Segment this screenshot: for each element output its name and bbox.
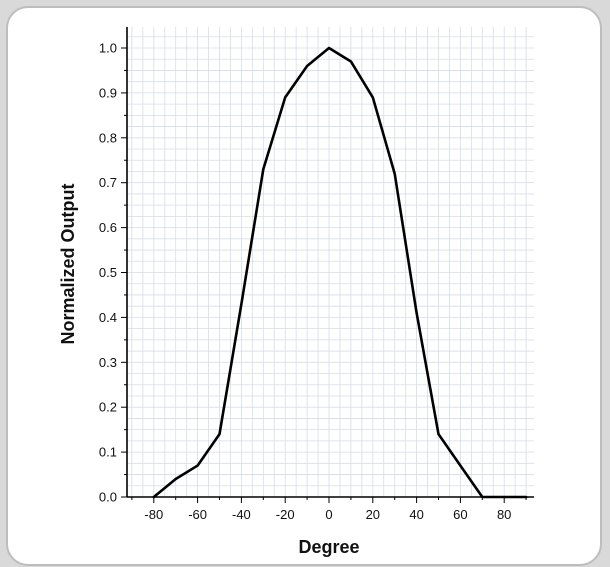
series-group	[152, 46, 528, 499]
y-tick-label: 0.5	[99, 265, 117, 280]
y-tick-label: 0.2	[99, 400, 117, 415]
y-tick-label: 0.1	[99, 445, 117, 460]
x-tick-label: 60	[453, 507, 467, 522]
series-line	[152, 46, 528, 499]
y-axis-ticks: 0.0 0.1 0.2 0.3 0.4 0.5 0.6 0.7 0.8 0.9 1.0	[99, 41, 127, 505]
y-tick-label: 0.7	[99, 175, 117, 190]
y-tick-label: 0.0	[99, 490, 117, 505]
y-tick-label: 0.9	[99, 85, 117, 100]
y-tick-label: 0.6	[99, 220, 117, 235]
axes	[126, 27, 534, 498]
x-axis-title: Degree	[298, 537, 359, 557]
x-axis-ticks: -80 -60 -40 -20 0 20 40 60 80	[131, 497, 527, 522]
plot-area	[127, 27, 534, 497]
y-tick-label: 0.3	[99, 355, 117, 370]
x-tick-label: -60	[188, 507, 207, 522]
x-tick-label: 40	[409, 507, 423, 522]
grid	[127, 27, 534, 498]
x-tick-label: 0	[325, 507, 332, 522]
y-tick-label: 0.8	[99, 130, 117, 145]
x-tick-label: 20	[366, 507, 380, 522]
x-tick-label: -20	[276, 507, 295, 522]
x-tick-label: -40	[232, 507, 251, 522]
x-tick-label: -80	[144, 507, 163, 522]
y-tick-label: 1.0	[99, 41, 117, 56]
x-tick-label: 80	[497, 507, 511, 522]
y-axis-title: Normalized Output	[58, 183, 78, 344]
y-tick-label: 0.4	[99, 310, 117, 325]
